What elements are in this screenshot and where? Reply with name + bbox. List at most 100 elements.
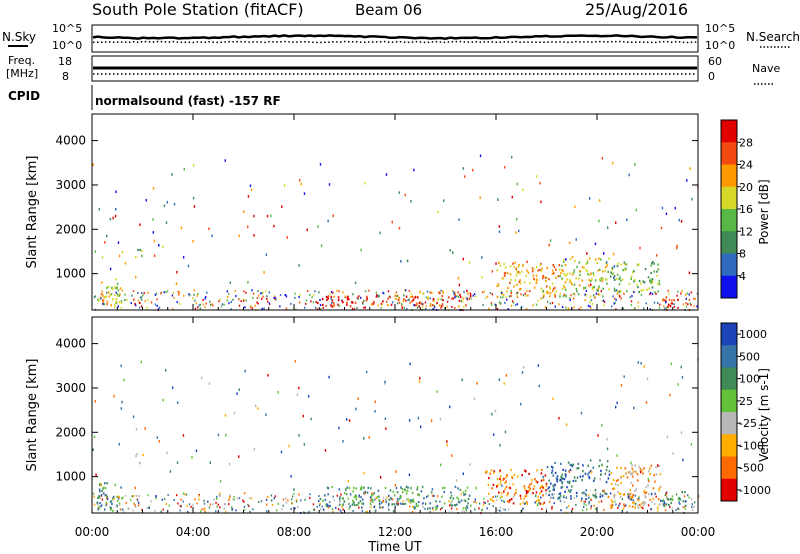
data-cell bbox=[187, 511, 189, 514]
data-cell bbox=[113, 498, 115, 501]
data-cell bbox=[463, 493, 465, 496]
data-cell bbox=[500, 495, 503, 498]
data-cell bbox=[339, 500, 341, 503]
data-cell bbox=[154, 509, 156, 512]
data-cell bbox=[615, 298, 617, 301]
data-cell bbox=[544, 276, 547, 279]
data-cell bbox=[270, 214, 272, 218]
data-cell bbox=[646, 377, 649, 381]
data-cell bbox=[351, 301, 354, 304]
data-cell bbox=[374, 410, 376, 413]
data-cell bbox=[141, 254, 143, 258]
data-cell bbox=[561, 264, 563, 267]
colorbar-block bbox=[721, 275, 737, 299]
data-cell bbox=[625, 504, 627, 507]
data-cell bbox=[587, 494, 590, 497]
data-cell bbox=[453, 504, 456, 507]
data-cell bbox=[124, 299, 126, 302]
data-cell bbox=[449, 405, 451, 409]
data-cell bbox=[510, 498, 513, 501]
data-cell bbox=[663, 305, 665, 308]
data-cell bbox=[303, 511, 305, 514]
data-cell bbox=[610, 482, 613, 486]
data-cell bbox=[650, 271, 652, 275]
data-cell bbox=[630, 300, 633, 303]
data-cell bbox=[576, 476, 579, 479]
data-cell bbox=[411, 510, 414, 513]
data-cell bbox=[98, 506, 101, 510]
data-cell bbox=[671, 507, 674, 510]
data-cell bbox=[220, 305, 223, 308]
data-cell bbox=[525, 470, 527, 473]
data-cell bbox=[132, 289, 135, 292]
data-cell bbox=[466, 298, 469, 301]
data-cell bbox=[426, 495, 428, 498]
data-cell bbox=[562, 468, 564, 471]
data-cell bbox=[357, 297, 359, 300]
data-cell bbox=[499, 479, 502, 482]
data-cell bbox=[198, 494, 200, 497]
data-cell bbox=[620, 475, 623, 478]
data-cell bbox=[645, 302, 647, 305]
data-cell bbox=[171, 173, 173, 176]
data-cell bbox=[382, 300, 384, 303]
data-cell bbox=[525, 489, 528, 493]
data-cell bbox=[378, 498, 380, 501]
data-cell bbox=[489, 292, 492, 295]
data-cell bbox=[610, 271, 613, 274]
data-cell bbox=[467, 497, 470, 501]
data-cell bbox=[253, 447, 256, 451]
data-cell bbox=[282, 504, 284, 507]
data-cell bbox=[510, 289, 512, 292]
data-cell bbox=[600, 290, 603, 293]
data-cell bbox=[290, 508, 292, 511]
data-cell bbox=[548, 278, 550, 281]
data-cell bbox=[492, 483, 495, 486]
data-cell bbox=[504, 481, 506, 485]
data-cell bbox=[398, 301, 401, 304]
data-cell bbox=[298, 264, 300, 267]
data-cell bbox=[657, 509, 659, 512]
data-cell bbox=[385, 173, 388, 176]
data-cell bbox=[258, 501, 260, 504]
data-cell bbox=[467, 292, 469, 295]
data-cell bbox=[416, 296, 419, 299]
data-cell bbox=[178, 291, 181, 294]
data-cell bbox=[602, 252, 605, 255]
data-cell bbox=[310, 300, 312, 303]
data-cell bbox=[231, 506, 233, 509]
data-cell bbox=[326, 298, 328, 302]
data-cell bbox=[257, 407, 259, 410]
nsearch-label: N.Search bbox=[746, 30, 800, 44]
data-cell bbox=[439, 508, 442, 511]
data-cell bbox=[535, 491, 538, 494]
data-cell bbox=[569, 468, 572, 472]
data-cell bbox=[443, 307, 446, 310]
data-cell bbox=[224, 414, 227, 417]
data-cell bbox=[460, 493, 462, 496]
data-cell bbox=[474, 500, 476, 503]
data-cell bbox=[404, 502, 407, 505]
data-cell bbox=[118, 254, 121, 258]
data-cell bbox=[611, 506, 614, 509]
data-cell bbox=[669, 506, 671, 509]
data-cell bbox=[680, 292, 682, 295]
data-cell bbox=[462, 472, 465, 476]
data-cell bbox=[238, 304, 241, 307]
data-cell bbox=[115, 190, 117, 194]
data-cell bbox=[655, 254, 658, 257]
data-cell bbox=[584, 493, 587, 496]
data-cell bbox=[540, 490, 543, 493]
data-cell bbox=[394, 294, 397, 297]
data-cell bbox=[673, 303, 675, 306]
data-cell bbox=[565, 258, 567, 261]
data-cell bbox=[592, 285, 595, 289]
data-cell bbox=[144, 427, 146, 430]
data-cell bbox=[657, 282, 659, 285]
colorbar-block bbox=[721, 478, 737, 502]
data-cell bbox=[430, 419, 433, 423]
data-cell bbox=[679, 502, 681, 505]
data-cell bbox=[558, 493, 560, 496]
data-cell bbox=[696, 305, 698, 308]
data-cell bbox=[678, 496, 681, 499]
